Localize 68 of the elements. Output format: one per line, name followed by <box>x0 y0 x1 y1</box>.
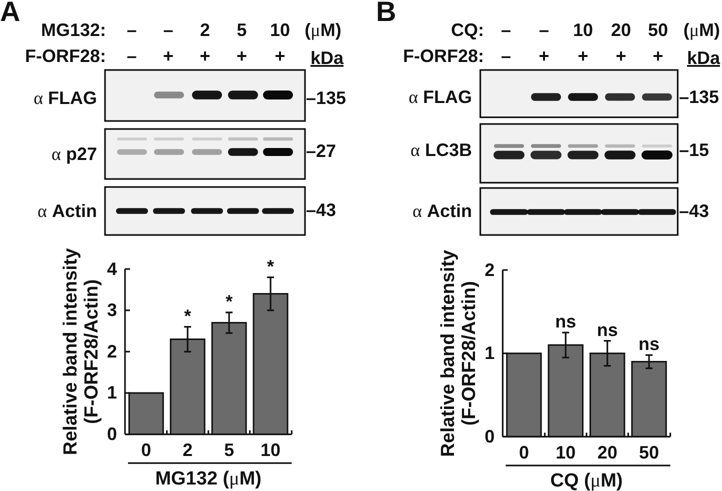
text: – <box>126 20 137 40</box>
text: F-ORF28: <box>25 46 106 66</box>
text: –43 <box>679 201 710 221</box>
y-tick-label: 0 <box>484 426 495 446</box>
text: 20 <box>610 20 632 40</box>
text: A <box>0 0 20 27</box>
annotation: ns <box>596 320 618 340</box>
text: CQ: <box>451 20 484 40</box>
text: – <box>500 20 512 40</box>
x-tick-label: 0 <box>518 442 529 462</box>
annotation: ns <box>555 312 576 332</box>
x-tick-label: 5 <box>224 440 234 460</box>
text: α FLAG <box>408 87 472 107</box>
text: –15 <box>679 140 710 160</box>
annotation: * <box>226 291 233 312</box>
text: – <box>126 46 137 66</box>
text: 50 <box>648 20 668 40</box>
text: kDa <box>686 48 721 68</box>
x-tick-label: 2 <box>182 440 193 460</box>
text: –27 <box>306 141 336 161</box>
y-axis-title: Relative band intensity (F-ORF28/Actin) <box>60 248 102 456</box>
text: + <box>538 46 550 66</box>
y-tick-label: 4 <box>106 258 117 279</box>
x-tick-label: 0 <box>141 440 152 460</box>
text: α FLAG <box>34 88 97 108</box>
annotation: * <box>267 256 274 276</box>
text: – <box>500 46 512 66</box>
y-tick-label: 0 <box>106 424 117 444</box>
text: + <box>163 46 174 66</box>
text: –43 <box>306 200 336 220</box>
text: + <box>578 46 588 66</box>
text: α LC3B <box>410 140 472 160</box>
text: 2 <box>200 20 210 40</box>
annotation: * <box>184 306 192 326</box>
text: –135 <box>679 87 720 107</box>
text: F-ORF28: <box>403 46 484 66</box>
text: + <box>236 46 247 66</box>
text: 10 <box>270 20 290 40</box>
y-axis-title: Relative band intensity (F-ORF28/Actin) <box>438 249 480 457</box>
text: α Actin <box>412 201 472 221</box>
x-tick-label: 20 <box>597 442 618 462</box>
x-axis-title: MG132 (μM) <box>155 468 262 490</box>
text: 5 <box>236 20 247 40</box>
text: + <box>274 46 286 66</box>
text: + <box>652 46 664 66</box>
y-tick-label: 2 <box>106 341 117 362</box>
text: + <box>616 46 626 66</box>
y-tick-label: 1 <box>106 382 117 403</box>
text: (μM) <box>304 20 342 40</box>
text: kDa <box>310 48 344 68</box>
annotation: ns <box>638 334 660 354</box>
text: α p27 <box>52 144 97 164</box>
x-axis-title: CQ (μM) <box>550 470 623 491</box>
text: B <box>376 0 396 27</box>
text: – <box>538 20 550 40</box>
text: – <box>163 20 174 40</box>
text: MG132: <box>40 20 106 40</box>
text: (μM) <box>683 20 720 40</box>
y-tick-label: 2 <box>484 260 495 280</box>
y-tick-label: 1 <box>484 343 495 364</box>
y-tick-label: 3 <box>106 300 117 320</box>
text: + <box>200 46 210 66</box>
text: –135 <box>306 88 346 108</box>
x-tick-label: 10 <box>556 442 576 462</box>
text: 10 <box>572 20 594 40</box>
text: α Actin <box>38 201 97 221</box>
x-tick-label: 10 <box>260 440 281 460</box>
x-tick-label: 50 <box>639 442 660 462</box>
